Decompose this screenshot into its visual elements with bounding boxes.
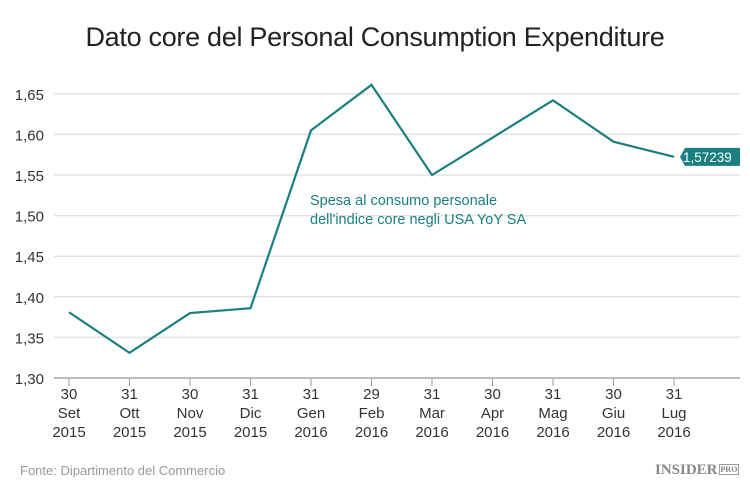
logo-text: INSIDER xyxy=(655,462,718,478)
x-tick-label: 30 xyxy=(484,386,501,403)
x-tick-label: Giu xyxy=(602,405,625,422)
x-tick-label: Set xyxy=(58,405,81,422)
chart-title: Dato core del Personal Consumption Expen… xyxy=(85,22,665,52)
x-tick-label: 30 xyxy=(61,386,78,403)
y-tick-label: 1,55 xyxy=(15,168,44,185)
x-tick-label: Dic xyxy=(240,405,262,422)
x-tick-label: Mar xyxy=(419,405,445,422)
x-tick-label: 31 xyxy=(242,386,259,403)
x-tick-label: 2016 xyxy=(597,424,630,441)
x-tick-label: 31 xyxy=(666,386,683,403)
y-tick-label: 1,65 xyxy=(15,87,44,104)
x-tick-label: 30 xyxy=(605,386,622,403)
series-label: dell'indice core negli USA YoY SA xyxy=(310,212,526,228)
y-tick-label: 1,45 xyxy=(15,249,44,266)
source-note: Fonte: Dipartimento del Commercio xyxy=(20,463,226,478)
x-tick-label: 31 xyxy=(424,386,441,403)
x-tick-label: 2016 xyxy=(294,424,327,441)
y-tick-label: 1,30 xyxy=(15,371,44,388)
last-value-badge xyxy=(680,147,740,166)
y-tick-label: 1,40 xyxy=(15,290,44,307)
x-tick-label: 2015 xyxy=(173,424,206,441)
x-tick-label: 31 xyxy=(303,386,320,403)
x-tick-label: Ott xyxy=(119,405,140,422)
last-value-label: 1,57239 xyxy=(683,150,732,165)
x-tick-label: 2015 xyxy=(234,424,267,441)
x-tick-label: Apr xyxy=(481,405,504,422)
x-tick-label: 30 xyxy=(182,386,199,403)
x-tick-label: 2016 xyxy=(355,424,388,441)
x-tick-label: 2016 xyxy=(657,424,690,441)
x-tick-label: 2016 xyxy=(415,424,448,441)
x-tick-label: Feb xyxy=(359,405,385,422)
x-tick-label: 2016 xyxy=(476,424,509,441)
x-tick-label: 29 xyxy=(363,386,380,403)
x-tick-label: Mag xyxy=(538,405,567,422)
logo-badge: PRO xyxy=(718,464,740,475)
series-label: Spesa al consumo personale xyxy=(310,193,497,209)
x-tick-label: 2016 xyxy=(536,424,569,441)
y-tick-label: 1,50 xyxy=(15,209,44,226)
x-tick-label: 31 xyxy=(121,386,138,403)
y-tick-label: 1,60 xyxy=(15,127,44,144)
x-tick-label: 31 xyxy=(545,386,562,403)
x-tick-label: 2015 xyxy=(52,424,85,441)
x-tick-label: Gen xyxy=(297,405,325,422)
insider-pro-logo: INSIDER PRO xyxy=(655,462,740,479)
x-tick-label: Nov xyxy=(177,405,204,422)
x-tick-label: Lug xyxy=(661,405,686,422)
y-tick-label: 1,35 xyxy=(15,330,44,347)
x-tick-label: 2015 xyxy=(113,424,146,441)
